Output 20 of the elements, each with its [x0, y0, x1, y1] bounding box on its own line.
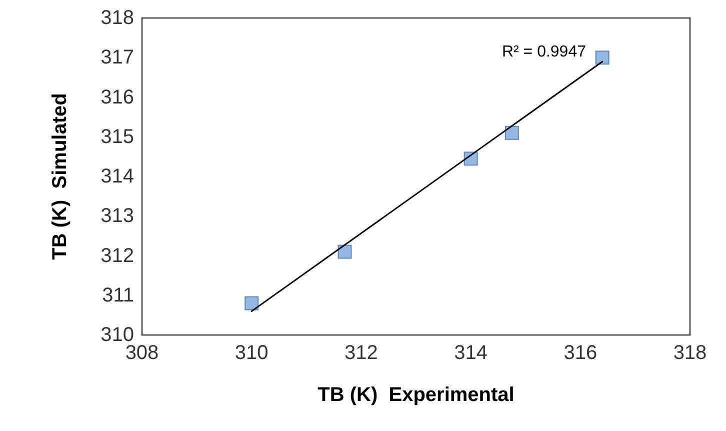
x-tick-label: 318: [673, 342, 707, 364]
y-tick-label: 312: [100, 244, 134, 267]
y-tick-label: 317: [100, 46, 134, 69]
point: [504, 126, 519, 140]
x-axis-title: TB (K) Experimental: [318, 384, 514, 406]
y-tick-label: 314: [100, 166, 134, 188]
x-tick-label: 312: [344, 342, 378, 364]
point: [338, 244, 352, 259]
y-tick-label: 315: [100, 126, 134, 148]
y-tick-label: 313: [100, 205, 134, 228]
x-tick-label: 314: [454, 342, 488, 364]
point: [595, 50, 610, 65]
annotation: R² = 0.9947: [502, 44, 586, 60]
x-tick-label: 310: [234, 342, 268, 364]
x-tick-label: 316: [564, 342, 598, 364]
y-axis-title: TB (K) Simulated: [49, 93, 71, 260]
y-tick-label: 311: [102, 284, 134, 306]
y-tick-label: 318: [100, 7, 134, 29]
point: [244, 296, 259, 310]
y-tick-label: 316: [100, 86, 134, 108]
